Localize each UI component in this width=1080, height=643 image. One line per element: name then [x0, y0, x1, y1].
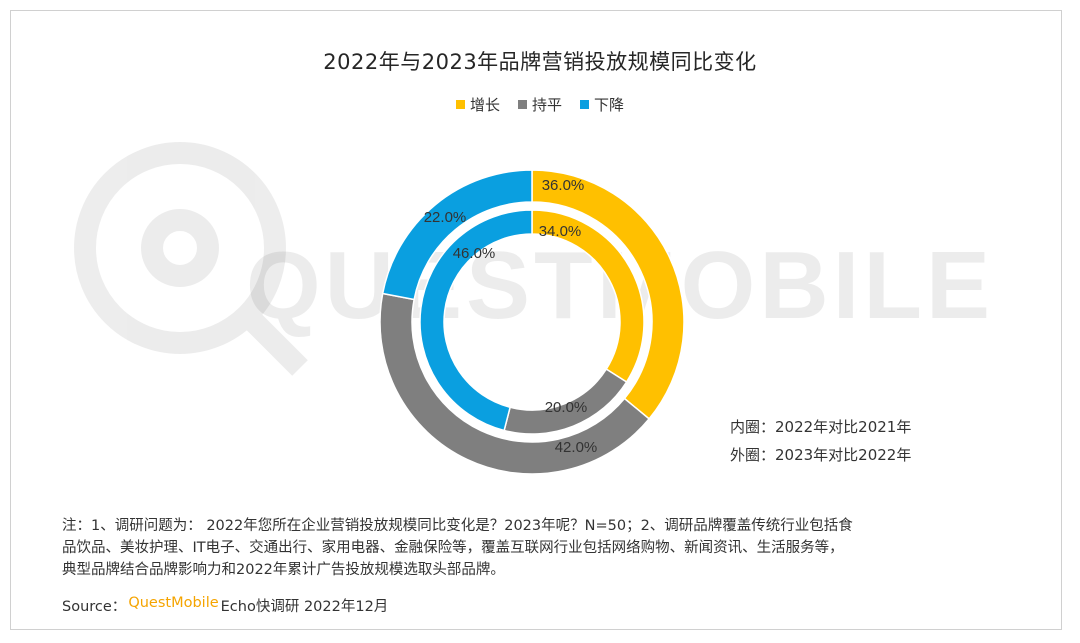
- chart-title: 2022年与2023年品牌营销投放规模同比变化: [323, 50, 757, 74]
- source-suffix: Echo快调研 2022年12月: [220, 599, 389, 615]
- inner-ring-slice-decrease: [419, 209, 533, 432]
- legend-label-increase: 增长: [469, 96, 500, 114]
- inner-ring-note: 内圈：2022年对比2021年: [730, 418, 912, 436]
- footnote-line: 典型品牌结合品牌影响力和2022年累计广告投放规模选取头部品牌。: [62, 562, 505, 578]
- legend-label-flat: 持平: [531, 96, 562, 114]
- source-prefix: Source：: [62, 599, 127, 615]
- legend-swatch-decrease: [580, 100, 589, 109]
- outer-ring-label-flat: 42.0%: [555, 439, 598, 456]
- legend-label-decrease: 下降: [594, 96, 625, 114]
- legend-swatch-increase: [455, 100, 465, 109]
- source-line: Source： QuestMobile Echo快调研 2022年12月: [62, 595, 388, 616]
- legend: 增长 持平 下降: [0, 94, 1080, 115]
- legend-swatch-flat: [517, 100, 527, 109]
- inner-ring-label-flat: 20.0%: [545, 399, 588, 416]
- source-brand: QuestMobile: [128, 595, 219, 611]
- outer-ring-slice-flat: [379, 292, 651, 475]
- legend-item-flat: 持平: [517, 94, 562, 115]
- inner-ring-label-decrease: 46.0%: [453, 245, 496, 262]
- legend-item-decrease: 下降: [580, 94, 624, 115]
- outer-ring-slice-decrease: [381, 169, 533, 301]
- outer-ring-label-decrease: 22.0%: [424, 209, 467, 226]
- inner-ring-label-increase: 34.0%: [539, 223, 582, 240]
- footnote-line: 注：1、调研问题为： 2022年您所在企业营销投放规模同比变化是？2023年呢？…: [62, 518, 853, 534]
- footnote-line: 品饮品、美妆护理、IT电子、交通出行、家用电器、金融保险等，覆盖互联网行业包括网…: [62, 540, 844, 556]
- footnote: 注：1、调研问题为： 2022年您所在企业营销投放规模同比变化是？2023年呢？…: [62, 515, 1032, 581]
- outer-ring-label-increase: 36.0%: [542, 177, 585, 194]
- legend-item-increase: 增长: [455, 94, 500, 115]
- outer-ring-note: 外圈：2023年对比2022年: [730, 446, 912, 464]
- chart-frame: [10, 10, 1062, 630]
